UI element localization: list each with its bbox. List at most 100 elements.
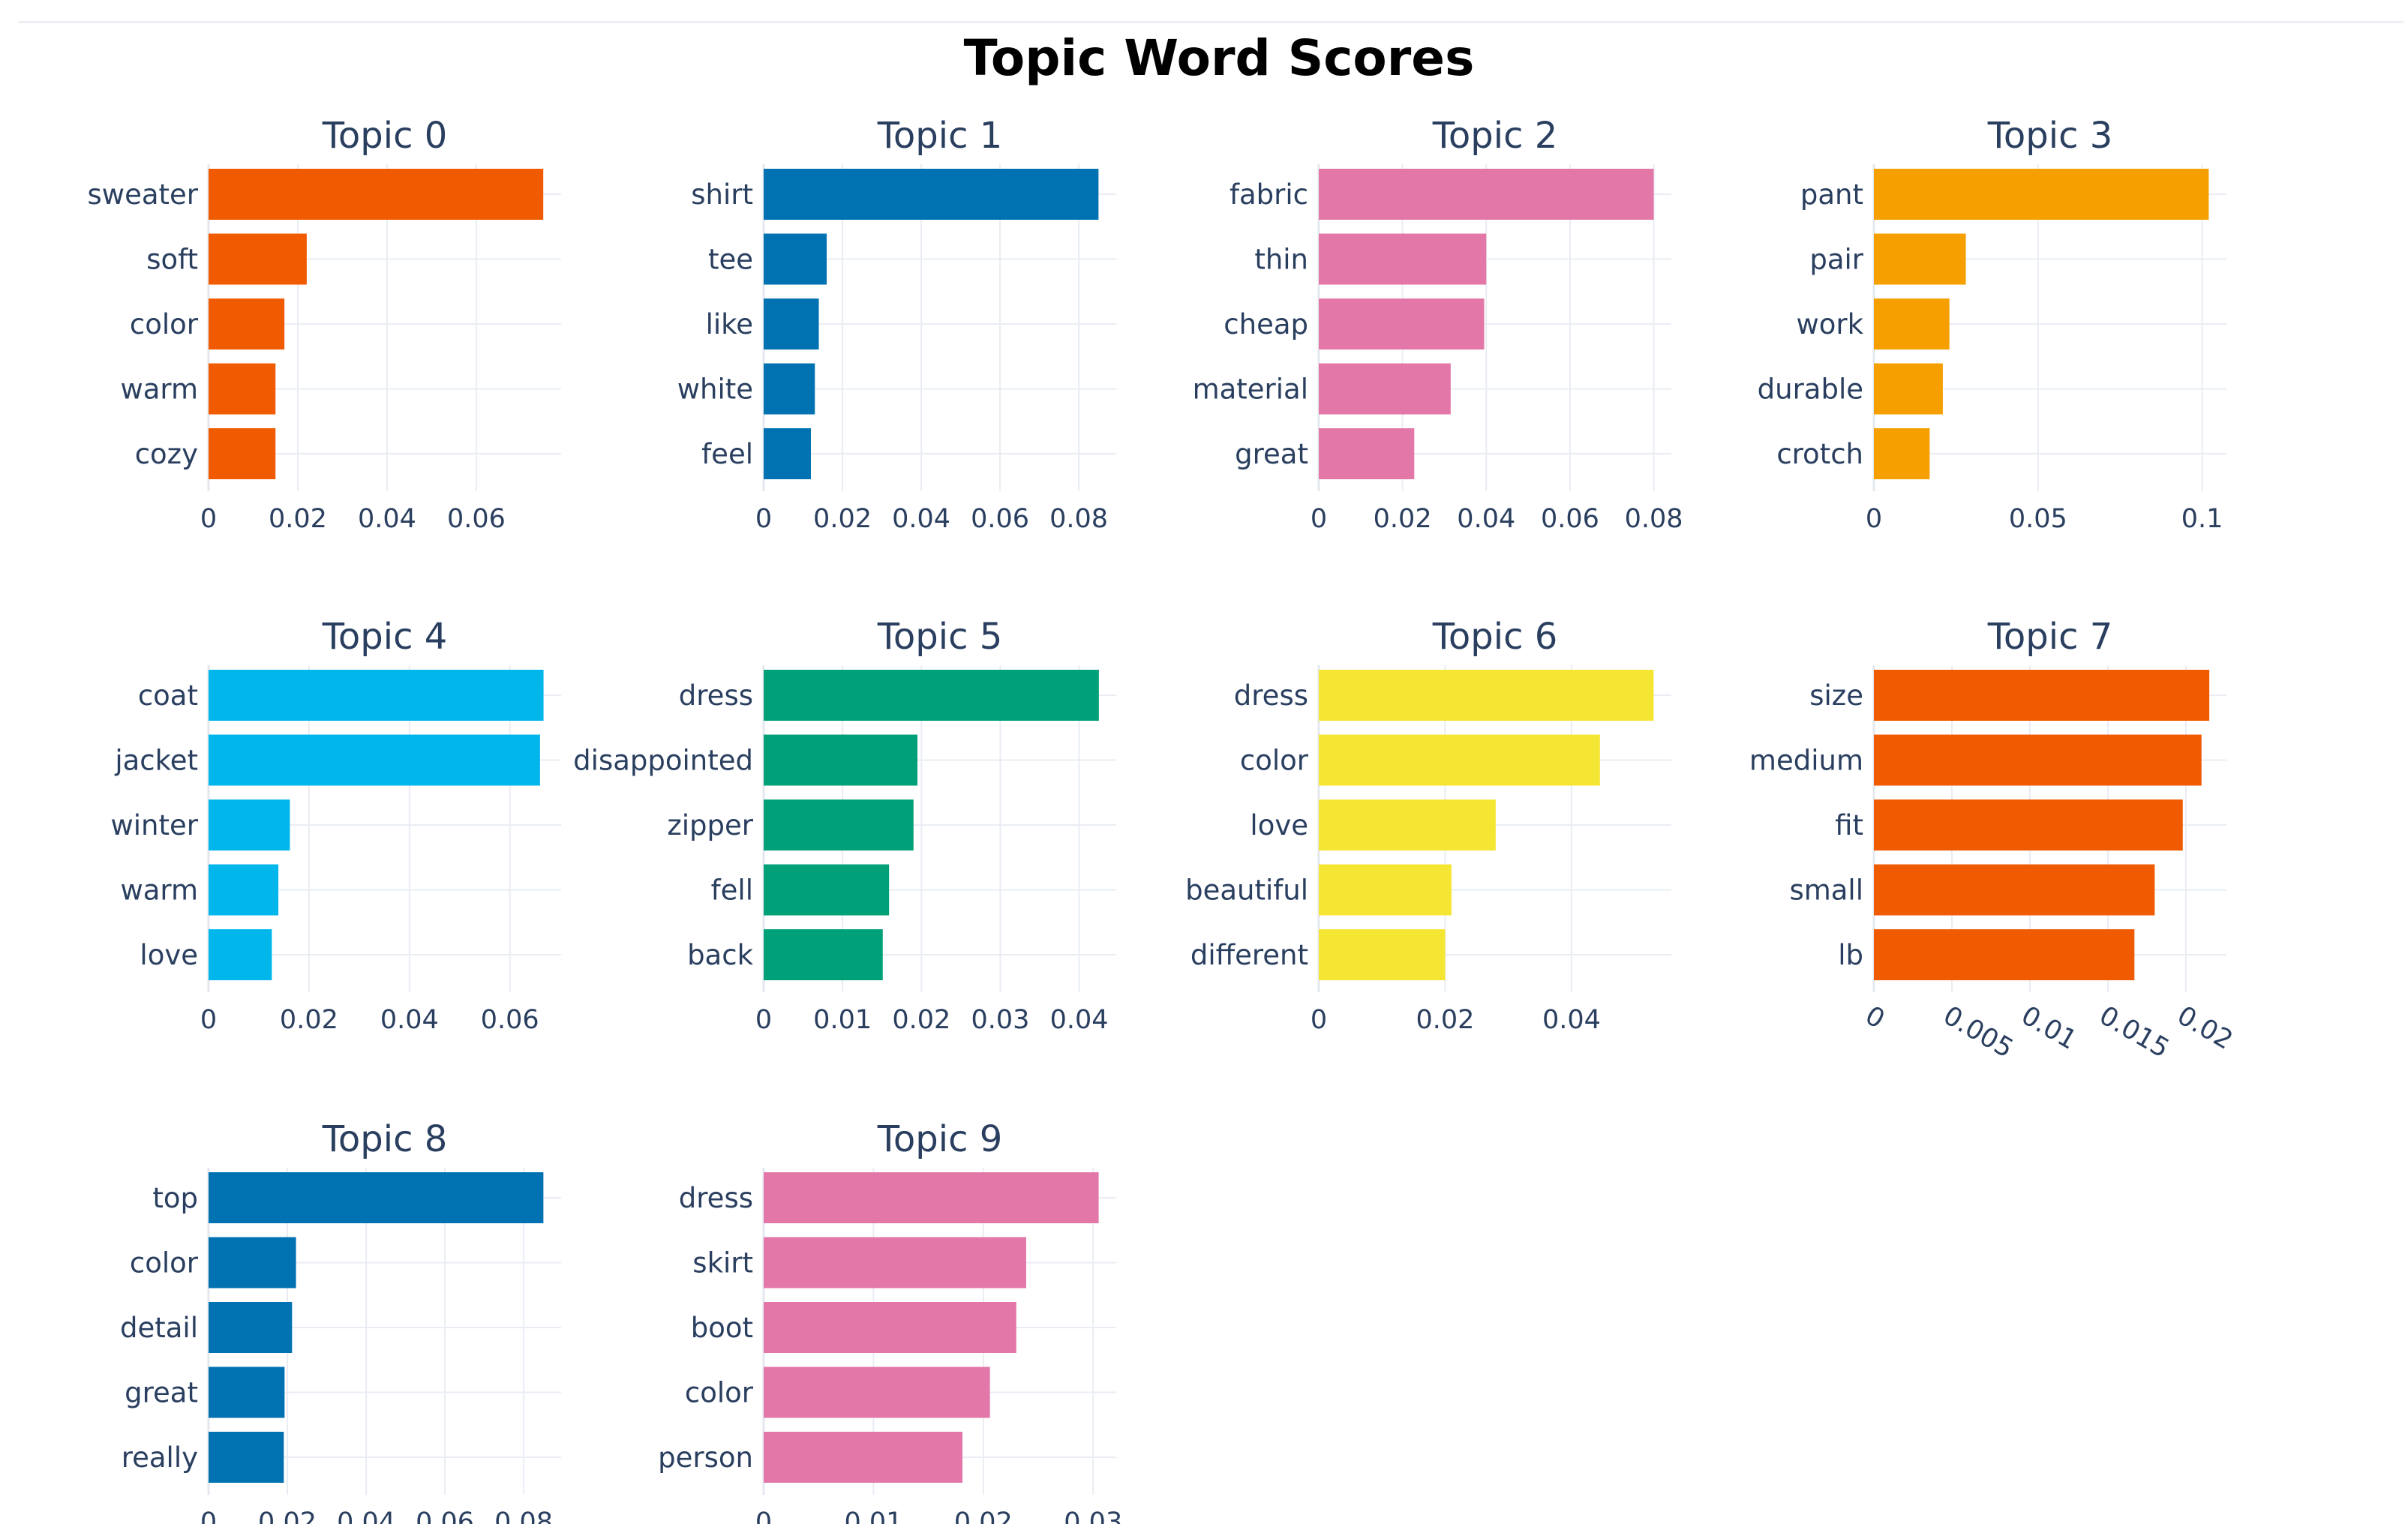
bar-different <box>1319 929 1446 980</box>
x-tick-label: 0.02 <box>269 504 327 534</box>
bar-jacket <box>209 734 540 786</box>
bar-fit <box>1874 800 2183 850</box>
subplot-topic-5: Topic 5 dress disappointed zipper fell back 0 0… <box>573 616 1116 1035</box>
x-tick-label: 0.02 <box>813 504 872 534</box>
bar-disappointed <box>764 734 918 786</box>
word-label: really <box>122 1442 198 1474</box>
bar-pant <box>1874 169 2209 220</box>
bar-beautiful <box>1319 864 1452 916</box>
x-tick-label: 0.06 <box>416 1508 474 1524</box>
word-label: pant <box>1800 178 1863 211</box>
bar-dress <box>764 1172 1099 1223</box>
top-border-line <box>18 21 2403 23</box>
word-label: disappointed <box>573 745 753 777</box>
word-label: zipper <box>667 809 753 842</box>
word-label: great <box>1235 438 1308 470</box>
bar-feel <box>764 428 812 479</box>
bar-pair <box>1874 233 1966 285</box>
subplot-topic-6: Topic 6 dress color love beautiful different 0… <box>1185 616 1671 1035</box>
x-tick-label: 0 <box>1311 1005 1327 1035</box>
bar-back <box>764 929 883 980</box>
subplot-topic-2: Topic 2 fabric thin cheap material great 0 0.02… <box>1193 115 1683 534</box>
bar-medium <box>1874 734 2202 786</box>
bar-color <box>764 1366 990 1418</box>
bar-top <box>209 1172 544 1223</box>
x-tick-label: 0.02 <box>1416 1005 1474 1035</box>
bar-fabric <box>1319 169 1654 220</box>
bar-winter <box>209 800 290 850</box>
x-tick-label: 0.08 <box>494 1508 553 1524</box>
word-label: size <box>1809 680 1863 712</box>
subplot-title: Topic 1 <box>877 115 1003 157</box>
x-tick-label: 0.04 <box>892 504 950 534</box>
subplot-title: Topic 9 <box>877 1118 1003 1160</box>
word-label: color <box>1240 745 1309 777</box>
word-label: different <box>1190 939 1308 971</box>
word-label: white <box>677 374 753 406</box>
x-tick-label: 0.02 <box>2172 1000 2237 1056</box>
x-tick-label: 0 <box>755 504 772 534</box>
word-label: coat <box>138 680 198 712</box>
word-label: tee <box>708 244 753 276</box>
subplot-title: Topic 0 <box>322 115 448 157</box>
bar-detail <box>209 1302 293 1353</box>
x-tick-label: 0.03 <box>971 1005 1029 1035</box>
word-label: person <box>658 1442 753 1474</box>
word-label: winter <box>111 809 199 842</box>
word-label: pair <box>1809 244 1863 276</box>
bar-size <box>1874 670 2210 721</box>
x-tick-label: 0.04 <box>358 504 416 534</box>
bar-lb <box>1874 929 2135 980</box>
bar-really <box>209 1432 284 1483</box>
x-tick-label: 0 <box>755 1005 772 1035</box>
x-tick-label: 0 <box>1311 504 1327 534</box>
x-tick-label: 0.04 <box>1457 504 1515 534</box>
word-label: fabric <box>1230 178 1308 211</box>
x-tick-label: 0.06 <box>481 1005 539 1035</box>
bar-durable <box>1874 363 1943 415</box>
bar-great <box>209 1366 285 1418</box>
bar-color <box>1319 734 1600 786</box>
subplot-topic-9: Topic 9 dress skirt boot color person 0 0.01 0.0… <box>658 1118 1122 1524</box>
bar-color <box>209 298 285 350</box>
x-tick-label: 0.06 <box>1541 504 1599 534</box>
word-label: skirt <box>692 1247 753 1280</box>
x-tick-label: 0.005 <box>1938 1000 2018 1064</box>
word-label: shirt <box>691 178 753 211</box>
word-label: color <box>130 308 199 340</box>
bar-skirt <box>764 1237 1026 1288</box>
x-tick-label: 0.08 <box>1049 504 1108 534</box>
x-tick-label: 0.03 <box>1064 1508 1122 1524</box>
word-label: thin <box>1254 244 1308 276</box>
word-label: fit <box>1835 809 1863 842</box>
word-label: love <box>140 939 198 971</box>
bar-sweater <box>209 169 544 220</box>
x-tick-label: 0 <box>200 1508 217 1524</box>
x-tick-label: 0.04 <box>337 1508 395 1524</box>
subplot-title: Topic 6 <box>1432 616 1558 658</box>
word-label: beautiful <box>1185 874 1308 907</box>
word-label: durable <box>1758 374 1863 406</box>
word-label: warm <box>120 374 198 406</box>
x-tick-label: 0.01 <box>844 1508 902 1524</box>
subplot-topic-0: Topic 0 sweater soft color warm cozy 0 0.02 0.04… <box>88 115 561 534</box>
bar-boot <box>764 1302 1016 1353</box>
bar-small <box>1874 864 2155 916</box>
word-label: medium <box>1749 745 1863 777</box>
x-tick-label: 0.015 <box>2094 1000 2174 1064</box>
bar-love <box>1319 800 1496 850</box>
word-label: top <box>152 1182 198 1214</box>
bar-color <box>209 1237 296 1288</box>
subplot-title: Topic 5 <box>877 616 1003 658</box>
x-tick-label: 0 <box>200 504 217 534</box>
x-tick-label: 0.01 <box>813 1005 872 1035</box>
bar-cozy <box>209 428 276 479</box>
bar-white <box>764 363 815 415</box>
bar-zipper <box>764 800 914 850</box>
x-tick-label: 0.06 <box>447 504 506 534</box>
x-tick-label: 0.02 <box>280 1005 338 1035</box>
bar-material <box>1319 363 1451 415</box>
word-label: feel <box>701 438 753 470</box>
